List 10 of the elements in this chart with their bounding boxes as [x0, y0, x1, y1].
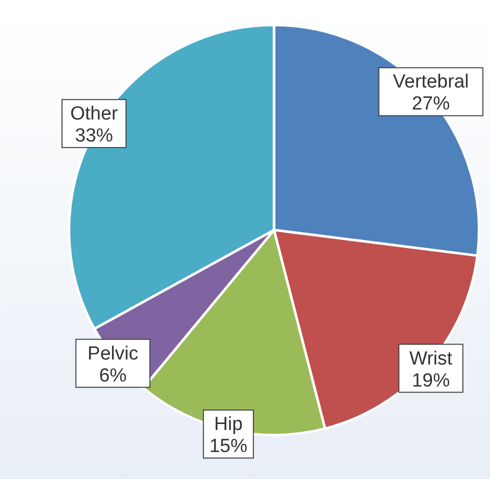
slice-label: Hip: [214, 414, 243, 436]
data-label: 19%: [412, 370, 450, 392]
data-label: 15%: [209, 436, 248, 458]
data-label: 27%: [412, 94, 450, 115]
data-label: 33%: [75, 126, 114, 147]
slice-label: Wrist: [409, 348, 454, 370]
slice-label: Other: [70, 104, 118, 125]
data-label: 6%: [99, 365, 127, 386]
slice-label: Vertebral: [392, 72, 469, 93]
slice-label: Pelvic: [88, 343, 138, 364]
